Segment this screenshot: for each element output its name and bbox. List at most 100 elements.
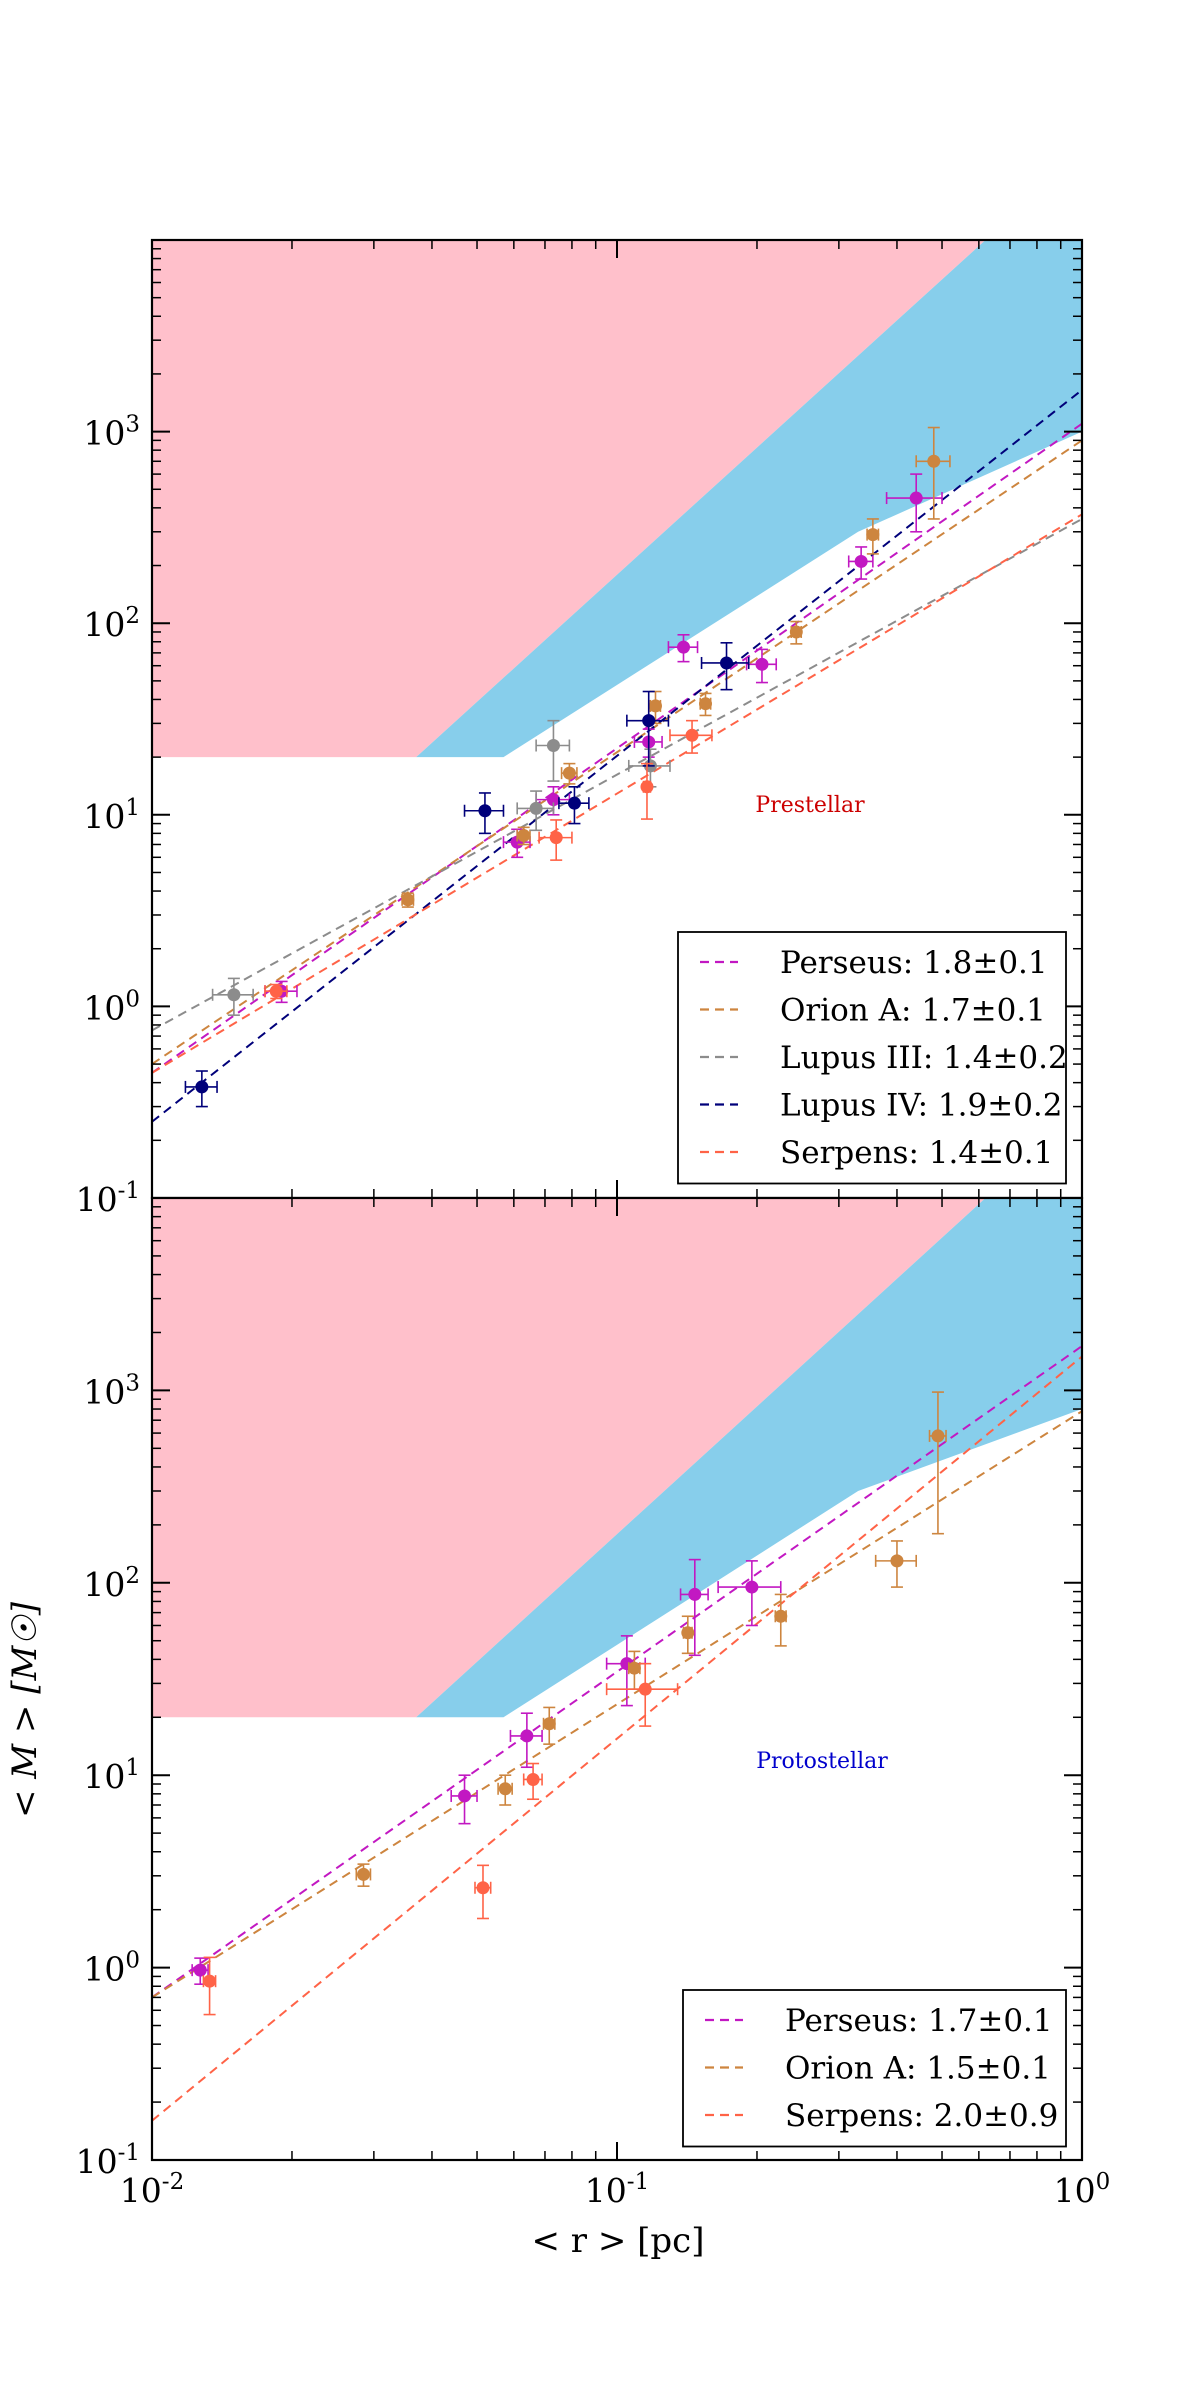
data-point-orion-a xyxy=(560,762,578,785)
marker xyxy=(195,1080,209,1094)
data-point-serpens xyxy=(669,719,713,754)
data-point-serpens xyxy=(640,762,654,820)
marker xyxy=(542,1717,556,1731)
data-point-orion-a xyxy=(627,1650,641,1690)
x-axis-ticks xyxy=(151,240,1083,1198)
data-point-orion-a xyxy=(401,892,415,908)
marker xyxy=(526,1772,540,1786)
marker xyxy=(517,828,531,842)
blue-region xyxy=(416,1198,1082,1718)
data-point-lupus-iv xyxy=(700,642,750,691)
marker xyxy=(755,657,769,671)
x-axis-ticks: 10-2 10-1 100 xyxy=(120,1198,1111,2210)
marker xyxy=(638,1682,652,1696)
marker xyxy=(549,831,563,845)
data-point-orion-a xyxy=(648,690,662,725)
marker xyxy=(774,1609,788,1623)
fit-line-serpens xyxy=(152,1355,1082,2122)
fit-line-perseus xyxy=(152,422,1082,1074)
marker xyxy=(688,1587,702,1601)
y-tick-label: 101 xyxy=(83,795,140,836)
data-point-orion-a xyxy=(542,1706,556,1745)
legend-label: Serpens: 2.0±0.9 xyxy=(785,2098,1058,2134)
marker xyxy=(546,738,560,752)
data-point-orion-a xyxy=(355,1863,372,1887)
marker xyxy=(627,1661,641,1675)
legend: Perseus: 1.8±0.1 Orion A: 1.7±0.1 Lupus II… xyxy=(677,931,1068,1185)
data-point-perseus xyxy=(667,633,699,663)
legend-label: Perseus: 1.8±0.1 xyxy=(780,945,1048,981)
y-tick-label: 102 xyxy=(83,603,140,644)
marker xyxy=(642,714,656,728)
data-point-perseus xyxy=(885,473,943,533)
marker xyxy=(648,699,662,713)
marker xyxy=(476,1881,490,1895)
y-tick-label: 101 xyxy=(83,1755,140,1796)
x-tick-label: 10-1 xyxy=(585,2169,649,2210)
legend-label: Orion A: 1.5±0.1 xyxy=(785,2051,1051,2087)
marker xyxy=(193,1963,207,1977)
marker xyxy=(681,1626,695,1640)
data-point-serpens xyxy=(202,1956,217,2016)
y-axis-ticks: 10-1 100 101 102 103 xyxy=(76,248,1082,1219)
data-point-lupus-iv xyxy=(626,690,670,767)
fit-line-lupus-iv xyxy=(152,389,1082,1123)
data-point-orion-a xyxy=(915,426,951,520)
panel-annotation: Prestellar xyxy=(755,793,865,818)
plot-area xyxy=(152,1198,1082,2122)
marker xyxy=(640,780,654,794)
panel-prestellar: 10-1 100 101 102 103 Prestellar Perseus: 1.8±0… xyxy=(76,238,1084,1219)
marker xyxy=(529,801,543,815)
data-point-serpens xyxy=(474,1864,492,1920)
legend-label: Lupus III: 1.4±0.2 xyxy=(780,1040,1068,1076)
marker xyxy=(720,656,734,670)
marker xyxy=(546,793,560,807)
data-point-orion-a xyxy=(516,826,531,846)
marker xyxy=(562,766,576,780)
data-point-perseus xyxy=(745,648,778,684)
legend-box xyxy=(682,1989,1067,2148)
marker xyxy=(458,1789,472,1803)
marker xyxy=(685,728,699,742)
data-point-orion-a xyxy=(789,620,803,645)
data-point-perseus xyxy=(679,1558,709,1657)
fit-line-perseus xyxy=(152,1345,1082,1999)
data-point-orion-a xyxy=(928,1391,947,1535)
marker xyxy=(699,697,713,711)
data-point-orion-a xyxy=(874,1540,918,1588)
data-point-orion-a xyxy=(866,518,880,555)
y-tick-label: 100 xyxy=(83,1948,140,1989)
data-point-lupus-iii xyxy=(535,719,571,782)
data-point-perseus xyxy=(509,1712,543,1769)
x-axis-label: < r > [pc] xyxy=(532,2221,705,2261)
plot-area xyxy=(152,240,1082,1123)
data-point-orion-a xyxy=(774,1593,788,1647)
data-point-perseus xyxy=(717,1560,782,1627)
data-point-orion-a xyxy=(681,1615,695,1655)
y-tick-label: 100 xyxy=(83,986,140,1027)
y-tick-label: 10-1 xyxy=(76,2140,140,2181)
y-axis-ticks: 10-1 100 101 102 103 xyxy=(76,1206,1082,2181)
marker xyxy=(227,988,241,1002)
legend-label: Orion A: 1.7±0.1 xyxy=(780,993,1046,1029)
y-axis-label: < M > [M☉] xyxy=(5,1601,45,1818)
marker xyxy=(478,804,492,818)
marker xyxy=(567,796,581,810)
panel-annotation: Protostellar xyxy=(756,1749,888,1774)
y-tick-label: 102 xyxy=(83,1563,140,1604)
legend-label: Perseus: 1.7±0.1 xyxy=(785,2003,1053,2039)
data-point-lupus-iii xyxy=(516,790,555,832)
pink-region xyxy=(152,1198,986,1718)
marker xyxy=(866,528,880,542)
x-tick-label: 100 xyxy=(1054,2169,1111,2210)
data-point-lupus-iv xyxy=(463,792,505,835)
marker xyxy=(498,1782,512,1796)
marker xyxy=(927,454,941,468)
fit-line-orion-a xyxy=(152,439,1082,1065)
legend-label: Lupus IV: 1.9±0.2 xyxy=(780,1088,1063,1124)
y-tick-label: 103 xyxy=(83,1370,140,1411)
marker xyxy=(745,1580,759,1594)
marker xyxy=(909,491,923,505)
